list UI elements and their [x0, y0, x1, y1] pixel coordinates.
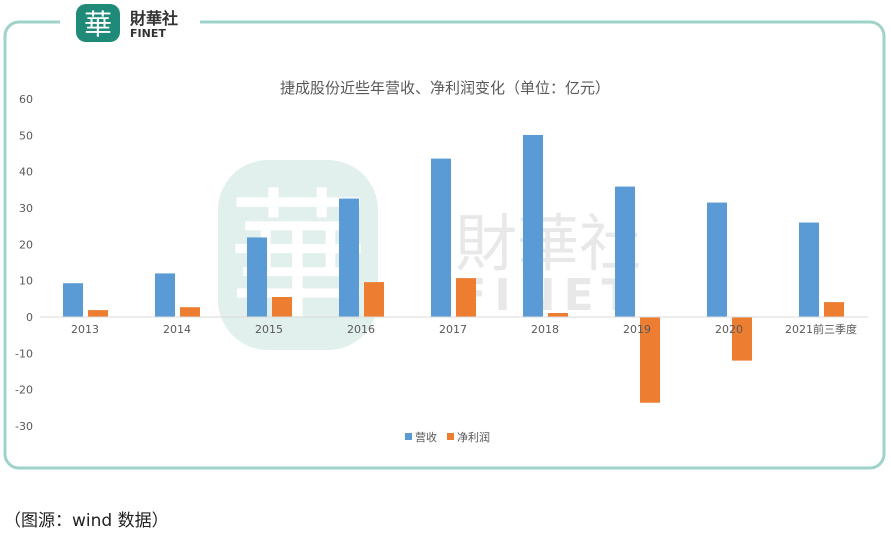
- y-tick-label: 10: [19, 275, 33, 288]
- x-tick-label: 2014: [163, 323, 191, 336]
- y-tick-label: -30: [15, 420, 33, 433]
- watermark-name-en: FINET: [456, 270, 639, 321]
- bar-profit: [824, 302, 844, 317]
- x-tick-label: 2016: [347, 323, 375, 336]
- x-tick-label: 2019: [623, 323, 651, 336]
- y-tick-label: 30: [19, 202, 33, 215]
- bars: [63, 134, 844, 403]
- bar-revenue: [431, 158, 451, 317]
- logo: 華 財華社 FINET: [60, 4, 200, 42]
- bar-revenue: [615, 186, 635, 317]
- bar-revenue: [247, 237, 267, 317]
- x-tick-label: 2013: [71, 323, 99, 336]
- y-tick-label: -10: [15, 347, 33, 360]
- logo-mark: 華: [84, 8, 112, 41]
- y-tick-label: 50: [19, 129, 33, 142]
- legend-label: 净利润: [457, 430, 490, 444]
- legend-label: 营收: [415, 430, 437, 444]
- chart-title: 捷成股份近些年营收、净利润变化（单位：亿元）: [280, 79, 610, 97]
- bar-revenue: [339, 198, 359, 317]
- bar-profit: [272, 297, 292, 317]
- logo-name-cn: 財華社: [130, 9, 178, 28]
- legend: 营收 净利润: [405, 430, 490, 444]
- x-tick-label: 2021前三季度: [785, 322, 857, 336]
- bar-profit: [640, 317, 660, 403]
- bar-revenue: [799, 222, 819, 317]
- source-caption: （图源：wind 数据）: [4, 511, 169, 531]
- bar-profit: [456, 278, 476, 317]
- bar-profit: [88, 310, 108, 317]
- legend-swatch: [405, 433, 412, 440]
- x-axis: 2013 2014 2015 2016 2017 2018 2019 2020 2021前三季度: [71, 322, 857, 336]
- x-tick-label: 2018: [531, 323, 559, 336]
- x-tick-label: 2015: [255, 323, 283, 336]
- logo-icon: [76, 4, 120, 42]
- y-axis: 60 50 40 30 20 10 0 -10 -20 -30: [15, 93, 33, 433]
- legend-swatch: [447, 433, 454, 440]
- bar-revenue: [155, 273, 175, 317]
- bar-revenue: [523, 134, 543, 317]
- y-tick-label: 60: [19, 93, 33, 106]
- y-tick-label: 20: [19, 238, 33, 251]
- watermark-name-cn: 財華社: [455, 207, 641, 280]
- bar-revenue: [707, 202, 727, 317]
- bar-profit: [548, 313, 568, 317]
- y-tick-label: 40: [19, 166, 33, 179]
- x-tick-label: 2020: [715, 323, 743, 336]
- bar-profit: [180, 307, 200, 317]
- bar-profit: [364, 282, 384, 317]
- bar-revenue: [63, 283, 83, 317]
- logo-name-en: FINET: [130, 27, 166, 40]
- y-tick-label: 0: [26, 311, 33, 324]
- y-tick-label: -20: [15, 384, 33, 397]
- x-tick-label: 2017: [439, 323, 467, 336]
- bar-profit: [732, 317, 752, 361]
